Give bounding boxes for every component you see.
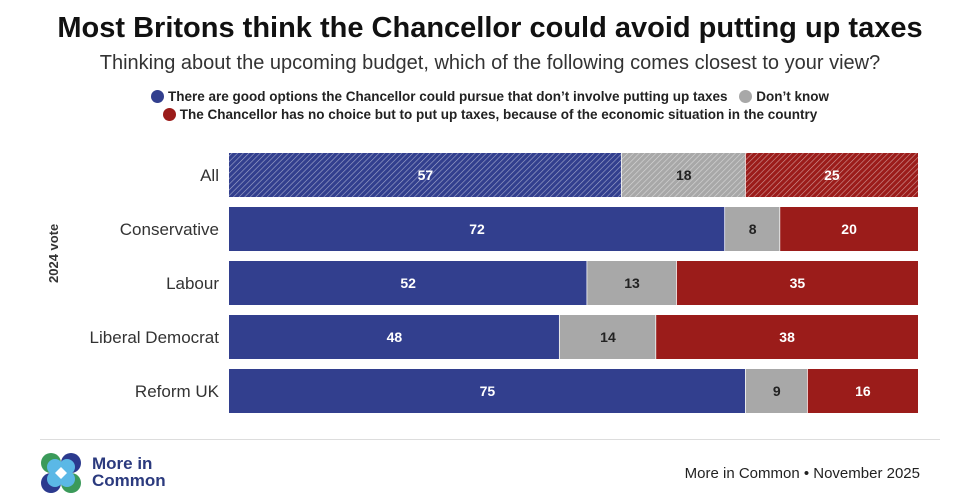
chart-subtitle: Thinking about the upcoming budget, whic…	[99, 52, 881, 74]
data-label: 38	[779, 329, 795, 345]
bar-segment	[676, 261, 918, 305]
logo-wordmark: More in Common	[92, 455, 166, 489]
bar-segment	[807, 369, 918, 413]
data-label: 25	[824, 167, 840, 183]
bar-segment	[229, 369, 746, 413]
logo-line-1: More in	[92, 454, 153, 473]
legend-dot-icon	[739, 90, 753, 103]
data-label: 13	[624, 275, 640, 291]
legend-label: Don’t know	[756, 89, 830, 104]
data-label: 9	[773, 383, 781, 399]
legend-item-good-options: There are good options the Chancellor co…	[150, 89, 728, 104]
legend-dot-icon	[162, 108, 176, 121]
data-label: 35	[790, 275, 806, 291]
data-label: 57	[418, 167, 434, 183]
legend-item-no-choice: The Chancellor has no choice but to put …	[162, 107, 818, 122]
bar-segment	[587, 261, 677, 305]
source-note: More in Common • November 2025	[684, 465, 920, 482]
data-label: 72	[469, 221, 485, 237]
data-label: 18	[676, 167, 692, 183]
logo-line-2: Common	[92, 471, 166, 490]
bar-hatch	[229, 153, 622, 197]
bar-segment	[656, 315, 918, 359]
chart-title: Most Britons think the Chancellor could …	[57, 12, 923, 44]
footer-divider	[40, 439, 940, 440]
y-axis-label: 2024 vote	[46, 223, 61, 283]
bar-segment	[229, 261, 588, 305]
category-label: All	[200, 166, 219, 185]
legend-item-dont-know: Don’t know	[739, 89, 829, 104]
data-label: 75	[480, 383, 496, 399]
more-in-common-logo-icon	[41, 453, 81, 493]
legend-label: There are good options the Chancellor co…	[167, 89, 728, 104]
data-label: 20	[841, 221, 857, 237]
bar-segment	[559, 315, 657, 359]
legend-row-1: There are good options the Chancellor co…	[0, 89, 980, 106]
bar-segment	[229, 315, 560, 359]
data-label: 16	[855, 383, 871, 399]
data-label: 8	[749, 221, 757, 237]
legend-row-2: The Chancellor has no choice but to put …	[0, 107, 980, 124]
bar-hatch	[621, 153, 746, 197]
bar-hatch	[745, 153, 918, 197]
category-label: Labour	[166, 274, 219, 293]
data-label: 14	[600, 329, 616, 345]
bar-segment	[745, 369, 808, 413]
data-label: 48	[387, 329, 403, 345]
category-label: Conservative	[120, 220, 219, 239]
legend-label: The Chancellor has no choice but to put …	[179, 107, 818, 122]
category-label: Reform UK	[135, 382, 220, 401]
legend-dot-icon	[150, 90, 164, 103]
category-label: Liberal Democrat	[90, 328, 220, 347]
bar-segment	[229, 207, 726, 251]
bar-chart: All 57 18 25 Conservative 72 8 20 Labour 52 13 35 Li…	[90, 153, 918, 413]
bar-segment	[780, 207, 918, 251]
bar-segment	[725, 207, 781, 251]
data-label: 52	[400, 275, 416, 291]
